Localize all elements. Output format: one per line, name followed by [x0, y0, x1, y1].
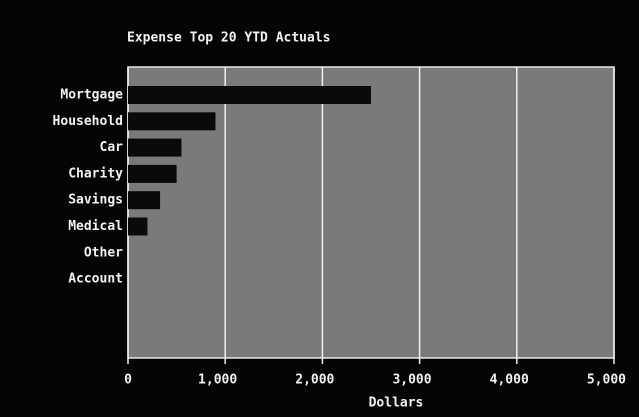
bar [128, 218, 147, 236]
y-tick-label: Charity [68, 166, 123, 181]
chart: Expense Top 20 YTD Actuals Dollars 0 1,00… [0, 0, 639, 417]
x-tick-label: 1,000 [198, 373, 237, 388]
y-tick-label: Medical [68, 219, 123, 234]
y-tick-label: Other [84, 245, 123, 260]
x-tick-label: 0 [124, 373, 132, 388]
x-tick-label: 2,000 [295, 373, 334, 388]
y-tick-label: Mortgage [60, 88, 123, 103]
x-tick-label: 3,000 [392, 373, 431, 388]
bar [128, 165, 177, 183]
y-tick-label: Account [68, 272, 123, 287]
chart-title: Expense Top 20 YTD Actuals [127, 31, 331, 46]
page: Expense Top 20 YTD Actuals Dollars 0 1,00… [0, 0, 639, 417]
y-tick-label: Savings [68, 193, 123, 208]
bar [128, 86, 371, 104]
y-tick-label: Household [53, 114, 123, 129]
x-tick-label: 4,000 [490, 373, 529, 388]
plot-area [128, 67, 614, 358]
x-tick-label: 5,000 [587, 373, 626, 388]
bar [128, 191, 160, 209]
bar [128, 112, 215, 130]
bar [128, 139, 181, 157]
x-axis-label: Dollars [369, 396, 424, 411]
y-tick-label: Car [100, 140, 124, 155]
